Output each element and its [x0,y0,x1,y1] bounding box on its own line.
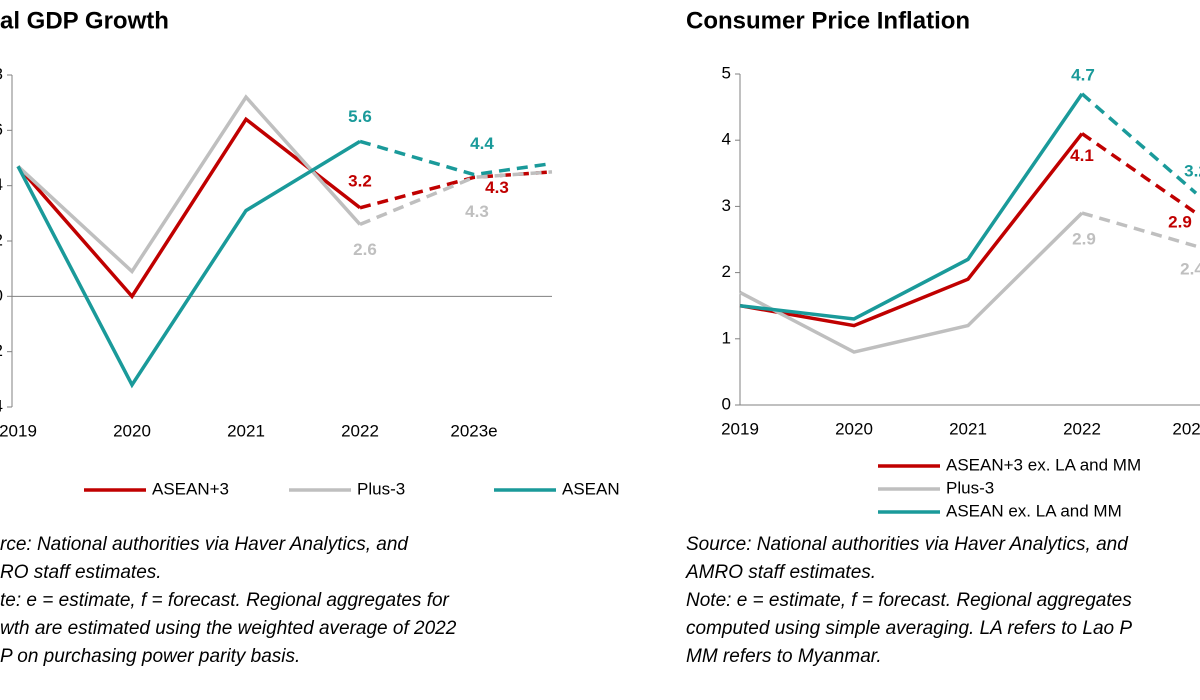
y-tick-label: 0 [722,394,731,413]
data-label: 5.6 [348,107,372,126]
data-label: 2.6 [353,240,377,259]
y-tick-label: -2 [0,341,3,360]
y-tick-label: 1 [722,328,731,347]
data-label: 2.9 [1168,213,1192,232]
series-line [16,116,362,300]
data-label: 4.7 [1071,65,1095,84]
series-line [739,92,1084,321]
data-label: 4.4 [470,134,494,153]
data-label: 2.9 [1072,230,1096,249]
note: te: e = estimate, f = forecast. Regional… [0,590,450,611]
y-tick-label: 4 [722,130,731,149]
y-tick-label: 2 [722,262,731,281]
y-tick-label: 5 [722,63,731,82]
x-tick-label: 2021 [949,419,987,438]
note: wth are estimated using the weighted ave… [0,618,457,639]
x-tick-label: 2022 [341,421,379,440]
note: computed using simple averaging. LA refe… [686,618,1132,639]
legend-label: ASEAN+3 [152,479,229,498]
series-forecast-line [1081,211,1197,248]
x-tick-label: 2021 [227,421,265,440]
x-tick-label: 2019 [721,419,759,438]
series-forecast-line [1080,132,1198,215]
series-forecast-line [359,170,553,210]
note: Source: National authorities via Haver A… [686,534,1129,555]
data-label: 2.4 [1180,260,1200,279]
x-tick-label: 2019 [0,421,37,440]
note: MM refers to Myanmar. [686,646,882,667]
y-tick-label: 6 [0,120,3,139]
legend-label: ASEAN+3 ex. LA and MM [946,455,1141,474]
note: P on purchasing power parity basis. [0,646,300,667]
chart-title: al GDP Growth [0,7,169,34]
series-line [739,132,1084,328]
chart-title: Consumer Price Inflation [686,7,970,34]
legend-label: Plus-3 [946,478,994,497]
y-tick-label: 3 [722,196,731,215]
x-tick-label: 2023e [1172,419,1200,438]
note: rce: National authorities via Haver Anal… [0,534,409,555]
series-line [16,139,361,389]
y-tick-label: 2 [0,230,3,249]
data-label: 3.2 [1184,162,1200,181]
data-label: 3.2 [348,171,372,190]
data-label: 4.3 [485,178,509,197]
x-tick-label: 2020 [835,419,873,438]
x-tick-label: 2020 [113,421,151,440]
series-line [16,94,362,275]
note: Note: e = estimate, f = forecast. Region… [686,590,1132,611]
data-label: 4.1 [1070,146,1094,165]
legend-label: Plus-3 [357,479,405,498]
x-tick-label: 2023e [450,421,497,440]
legend-label: ASEAN ex. LA and MM [946,501,1122,520]
y-tick-label: 8 [0,64,3,83]
series-forecast-line [1080,92,1198,195]
y-tick-label: 0 [0,286,3,305]
series-forecast-line [359,170,553,227]
series-line [739,211,1084,354]
y-tick-label: -4 [0,396,3,415]
x-tick-label: 2022 [1063,419,1101,438]
series-forecast-line [359,139,553,177]
legend-label: ASEAN [562,479,620,498]
data-label: 4.3 [465,202,489,221]
note: RO staff estimates. [0,562,162,583]
note: AMRO staff estimates. [685,562,876,583]
y-tick-label: 4 [0,175,3,194]
